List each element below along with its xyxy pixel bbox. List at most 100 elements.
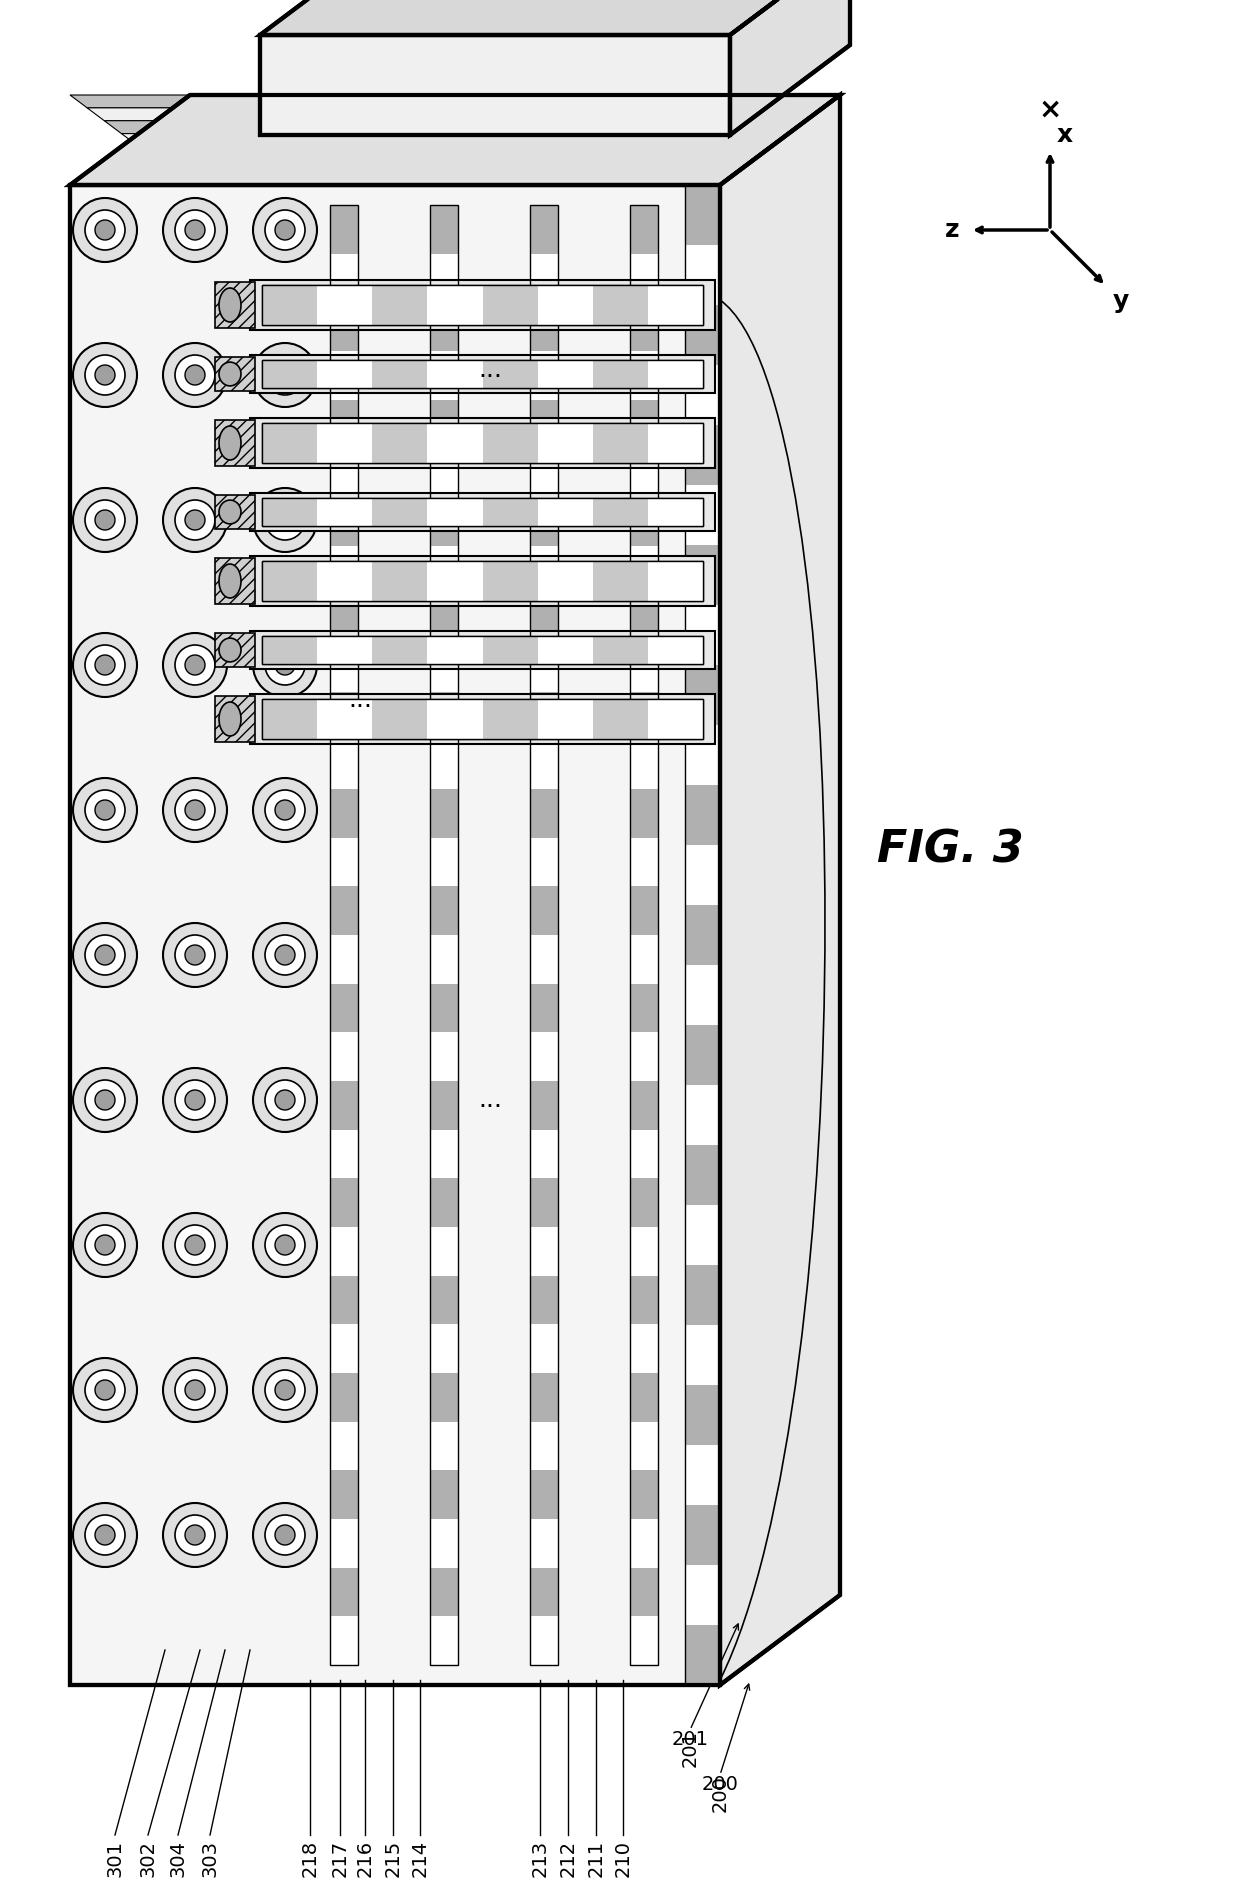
- FancyBboxPatch shape: [684, 1086, 720, 1145]
- Circle shape: [253, 343, 317, 407]
- FancyBboxPatch shape: [630, 351, 658, 400]
- Circle shape: [265, 790, 305, 830]
- FancyBboxPatch shape: [262, 498, 317, 527]
- FancyBboxPatch shape: [529, 1616, 558, 1666]
- FancyBboxPatch shape: [529, 1520, 558, 1567]
- Circle shape: [275, 220, 295, 241]
- Circle shape: [265, 934, 305, 976]
- FancyBboxPatch shape: [215, 695, 255, 743]
- FancyBboxPatch shape: [262, 699, 317, 739]
- FancyBboxPatch shape: [372, 561, 428, 601]
- FancyBboxPatch shape: [593, 360, 647, 388]
- Text: 302: 302: [139, 1840, 157, 1878]
- FancyBboxPatch shape: [630, 303, 658, 351]
- FancyBboxPatch shape: [215, 557, 255, 605]
- Polygon shape: [733, 165, 746, 1675]
- Circle shape: [175, 1224, 215, 1266]
- FancyBboxPatch shape: [330, 1129, 358, 1179]
- FancyBboxPatch shape: [630, 692, 658, 741]
- Polygon shape: [260, 0, 849, 34]
- FancyBboxPatch shape: [684, 1626, 720, 1685]
- FancyBboxPatch shape: [250, 419, 715, 468]
- FancyBboxPatch shape: [262, 423, 317, 462]
- FancyBboxPatch shape: [250, 631, 715, 669]
- FancyBboxPatch shape: [529, 595, 558, 642]
- FancyBboxPatch shape: [330, 1471, 358, 1520]
- FancyBboxPatch shape: [538, 284, 593, 326]
- FancyBboxPatch shape: [630, 984, 658, 1033]
- Circle shape: [175, 1514, 215, 1556]
- FancyBboxPatch shape: [372, 637, 428, 663]
- Text: z: z: [945, 218, 960, 243]
- Circle shape: [275, 1236, 295, 1254]
- FancyBboxPatch shape: [538, 498, 593, 527]
- FancyBboxPatch shape: [647, 423, 703, 462]
- FancyBboxPatch shape: [330, 692, 358, 741]
- Circle shape: [86, 1224, 125, 1266]
- FancyBboxPatch shape: [529, 1129, 558, 1179]
- FancyBboxPatch shape: [529, 934, 558, 984]
- Text: ...: ...: [477, 1088, 502, 1112]
- Circle shape: [73, 1213, 136, 1277]
- FancyBboxPatch shape: [482, 699, 538, 739]
- Text: x: x: [1056, 123, 1073, 148]
- FancyBboxPatch shape: [330, 400, 358, 449]
- Circle shape: [86, 644, 125, 684]
- FancyBboxPatch shape: [330, 546, 358, 595]
- Circle shape: [265, 354, 305, 394]
- FancyBboxPatch shape: [430, 1520, 458, 1567]
- FancyBboxPatch shape: [215, 421, 255, 466]
- Circle shape: [253, 1503, 317, 1567]
- FancyBboxPatch shape: [529, 1325, 558, 1374]
- FancyBboxPatch shape: [330, 1325, 358, 1374]
- FancyBboxPatch shape: [630, 1129, 658, 1179]
- Polygon shape: [172, 172, 839, 186]
- FancyBboxPatch shape: [630, 1567, 658, 1616]
- FancyBboxPatch shape: [647, 637, 703, 663]
- Circle shape: [185, 510, 205, 531]
- FancyBboxPatch shape: [262, 360, 703, 388]
- FancyBboxPatch shape: [330, 595, 358, 642]
- FancyBboxPatch shape: [647, 561, 703, 601]
- Circle shape: [275, 946, 295, 965]
- FancyBboxPatch shape: [430, 1275, 458, 1325]
- Circle shape: [185, 946, 205, 965]
- FancyBboxPatch shape: [430, 1567, 458, 1616]
- Text: 210: 210: [614, 1840, 632, 1878]
- FancyBboxPatch shape: [430, 692, 458, 741]
- Text: 215: 215: [383, 1840, 403, 1878]
- FancyBboxPatch shape: [647, 699, 703, 739]
- FancyBboxPatch shape: [630, 838, 658, 887]
- Circle shape: [265, 1514, 305, 1556]
- FancyBboxPatch shape: [262, 360, 317, 388]
- FancyBboxPatch shape: [430, 303, 458, 351]
- Circle shape: [162, 1503, 227, 1567]
- FancyBboxPatch shape: [372, 498, 428, 527]
- FancyBboxPatch shape: [482, 284, 538, 326]
- FancyBboxPatch shape: [538, 637, 593, 663]
- FancyBboxPatch shape: [430, 1179, 458, 1226]
- FancyBboxPatch shape: [262, 561, 317, 601]
- FancyBboxPatch shape: [482, 423, 538, 462]
- FancyBboxPatch shape: [330, 351, 358, 400]
- FancyBboxPatch shape: [317, 561, 372, 601]
- FancyBboxPatch shape: [430, 1080, 458, 1129]
- Circle shape: [86, 1080, 125, 1120]
- Circle shape: [175, 354, 215, 394]
- FancyBboxPatch shape: [630, 1033, 658, 1080]
- FancyBboxPatch shape: [330, 838, 358, 887]
- Text: 304: 304: [169, 1840, 187, 1878]
- FancyBboxPatch shape: [317, 699, 372, 739]
- FancyBboxPatch shape: [330, 788, 358, 838]
- FancyBboxPatch shape: [684, 665, 720, 726]
- FancyBboxPatch shape: [330, 1374, 358, 1421]
- FancyBboxPatch shape: [430, 788, 458, 838]
- Text: 201: 201: [672, 1730, 708, 1749]
- FancyBboxPatch shape: [529, 400, 558, 449]
- Circle shape: [95, 1380, 115, 1400]
- Text: 216: 216: [356, 1840, 374, 1878]
- Circle shape: [162, 923, 227, 987]
- FancyBboxPatch shape: [330, 1033, 358, 1080]
- FancyBboxPatch shape: [330, 496, 358, 546]
- FancyBboxPatch shape: [630, 449, 658, 496]
